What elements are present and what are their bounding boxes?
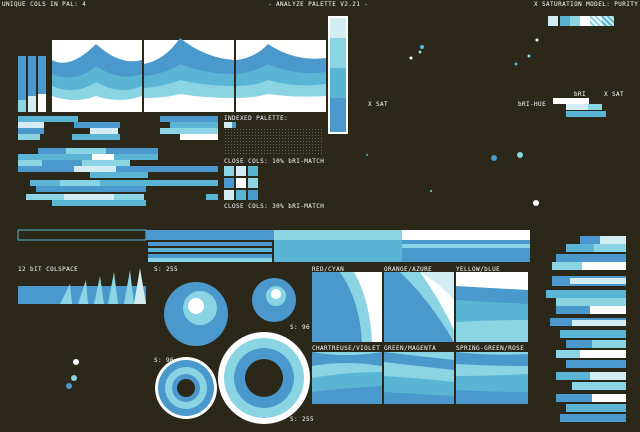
saturation-rings — [155, 278, 310, 424]
bri-label: bRI — [574, 91, 587, 98]
orange-azure-label: ORANGE/AZURE — [384, 266, 433, 273]
swatch[interactable] — [602, 16, 614, 26]
sat-toggle-right[interactable]: X SAT — [604, 91, 625, 98]
bri-hue-label: bRI-HUE — [518, 101, 547, 108]
sat-toggle-left[interactable]: X SAT — [368, 101, 389, 108]
small-dots — [66, 359, 79, 389]
brightness-column — [328, 16, 348, 134]
swatch[interactable] — [560, 16, 570, 26]
red-cyan-label: RED/CYAN — [312, 266, 345, 273]
unique-cols-label: UNIQUE COLS IN PAL: 4 — [2, 1, 87, 8]
swatch[interactable] — [590, 16, 602, 26]
bri-hue-stairs — [553, 98, 606, 117]
horizontal-bars — [18, 116, 218, 206]
saturation-255-label: S: 255 — [290, 416, 315, 423]
close-cols-grid — [224, 166, 258, 200]
palette-swatch-strip — [548, 16, 614, 26]
close-cols-30-label: CLOSE COLS: 30% bRI-MATCH — [224, 203, 325, 210]
palette-gradient-bar — [17, 229, 530, 262]
saturation-96-label: S: 96 — [154, 357, 175, 364]
yellow-blue-label: YELLOW/bLUE — [456, 266, 501, 273]
wave-panels — [52, 38, 326, 112]
hue-strips — [18, 56, 46, 112]
swatch[interactable] — [548, 16, 558, 26]
chartreuse-violet-label: CHARTREUSE/VIOLET — [312, 345, 381, 352]
indexed-palette-grid — [224, 122, 324, 154]
swatch[interactable] — [580, 16, 590, 26]
indexed-palette-label: INDEXED PALETTE: — [224, 115, 289, 122]
app-title: - ANALYZE PALETTE V2.21 - — [268, 1, 369, 8]
saturation-model-toggle[interactable]: X SATURATION MODEL: PURITY — [534, 1, 639, 8]
colspace-label: 12 bIT COLSPACE — [18, 266, 79, 273]
spring-green-rose-label: SPRING-GREEN/ROSE — [456, 345, 525, 352]
complement-panels — [312, 272, 528, 404]
saturation-255-label: S: 255 — [154, 266, 179, 273]
right-hue-column — [546, 236, 626, 422]
saturation-96-label: S: 96 — [290, 324, 311, 331]
green-magenta-label: GREEN/MAGENTA — [384, 345, 437, 352]
close-cols-10-label: CLOSE COLS: 10% bRI-MATCH — [224, 158, 325, 165]
hue-scatter — [366, 38, 539, 206]
swatch[interactable] — [570, 16, 580, 26]
colspace-chart — [18, 268, 146, 304]
